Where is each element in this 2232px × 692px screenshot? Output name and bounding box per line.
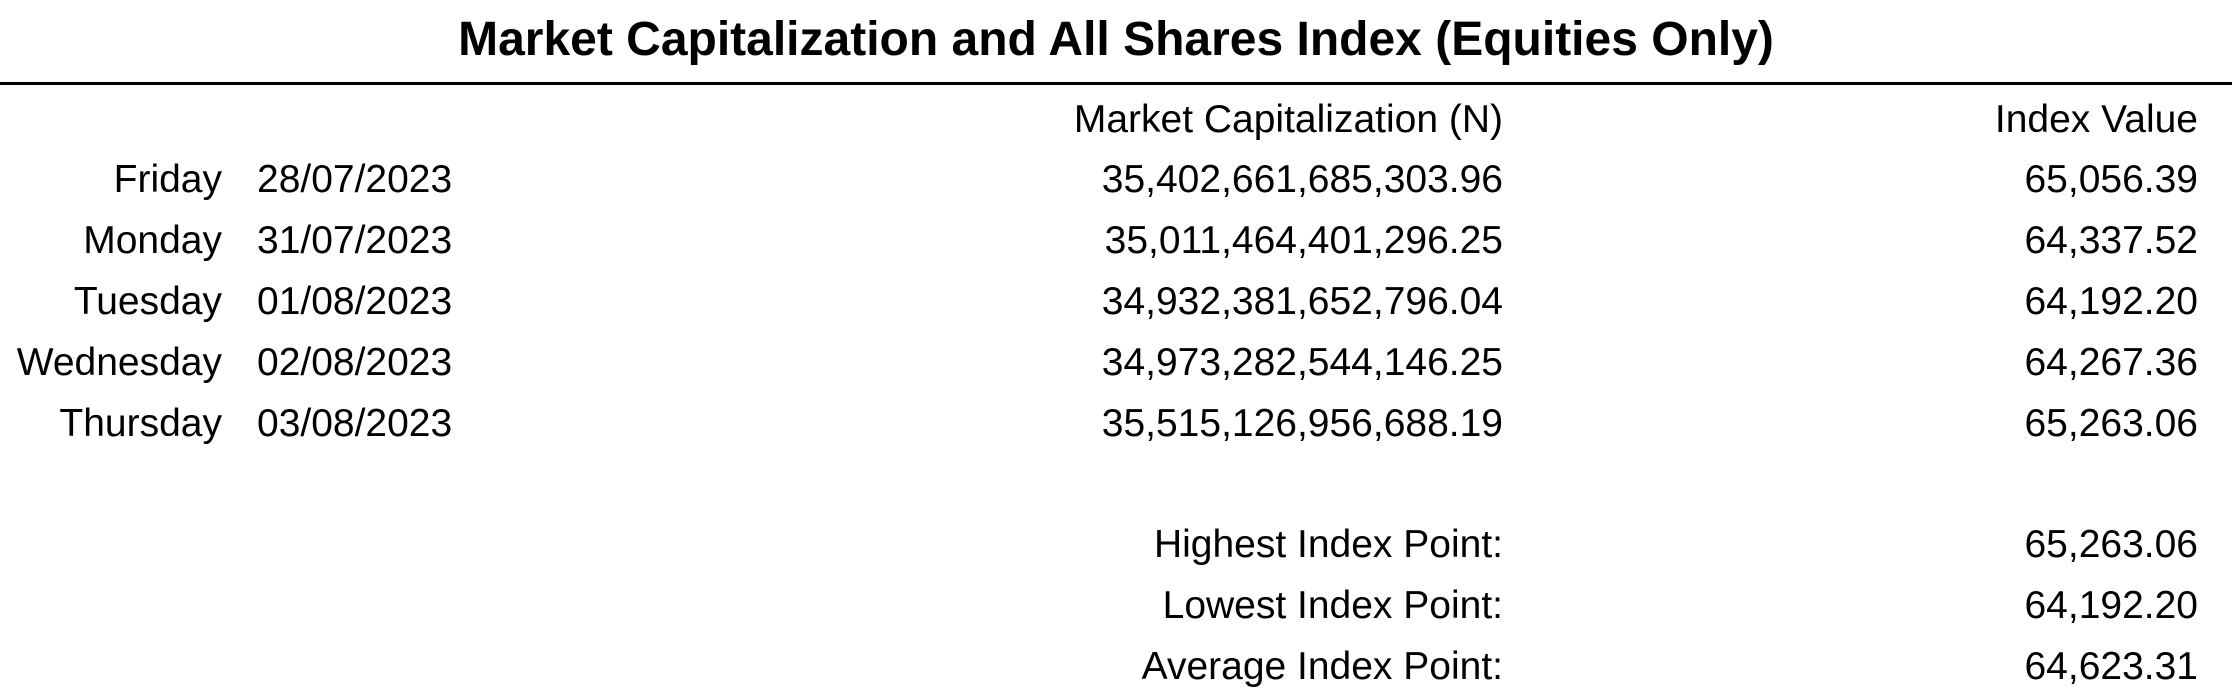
row-market-cap: 35,011,464,401,296.25 [1104, 219, 1503, 262]
title-divider [0, 82, 2232, 85]
row-index-value: 64,192.20 [2024, 280, 2198, 323]
row-date: 03/08/2023 [257, 402, 453, 445]
row-date: 31/07/2023 [257, 219, 453, 262]
column-header-index-value: Index Value [1994, 98, 2198, 141]
summary-value: 64,623.31 [2024, 645, 2198, 688]
row-index-value: 65,263.06 [2024, 402, 2198, 445]
row-market-cap: 34,973,282,544,146.25 [1101, 341, 1503, 384]
report-title: Market Capitalization and All Shares Ind… [458, 13, 1774, 66]
row-day: Monday [83, 219, 222, 262]
row-date: 01/08/2023 [257, 280, 453, 323]
row-day: Wednesday [16, 341, 222, 384]
row-day: Friday [113, 158, 222, 201]
row-market-cap: 35,402,661,685,303.96 [1101, 158, 1503, 201]
row-date: 02/08/2023 [257, 341, 453, 384]
row-index-value: 65,056.39 [2024, 158, 2198, 201]
summary-label: Lowest Index Point: [1162, 584, 1503, 627]
row-day: Tuesday [73, 280, 222, 323]
summary-value: 65,263.06 [2024, 523, 2198, 566]
row-index-value: 64,337.52 [2024, 219, 2198, 262]
summary-label: Highest Index Point: [1153, 523, 1503, 566]
row-index-value: 64,267.36 [2024, 341, 2198, 384]
summary-value: 64,192.20 [2024, 584, 2198, 627]
row-date: 28/07/2023 [257, 158, 453, 201]
summary-label: Average Index Point: [1141, 645, 1503, 688]
column-header-market-cap: Market Capitalization (N) [1073, 98, 1503, 141]
row-market-cap: 35,515,126,956,688.19 [1101, 402, 1503, 445]
row-day: Thursday [59, 402, 222, 445]
row-market-cap: 34,932,381,652,796.04 [1101, 280, 1503, 323]
